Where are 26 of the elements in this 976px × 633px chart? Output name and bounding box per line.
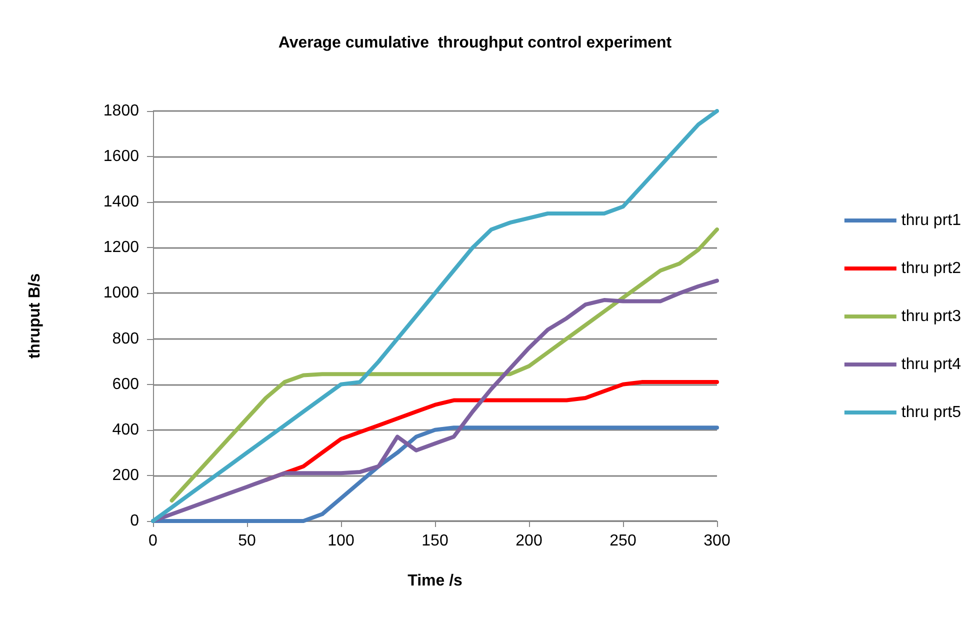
chart-title: Average cumulative throughput control experiment — [278, 34, 672, 52]
x-tick-label: 50 — [238, 532, 256, 550]
x-tick-label: 150 — [422, 532, 448, 550]
y-tick-label: 1400 — [103, 194, 140, 211]
y-tick-label: 1200 — [103, 239, 140, 256]
y-tick-label: 0 — [130, 512, 140, 530]
y-tick-label: 600 — [112, 376, 140, 393]
y-tick-label: 200 — [112, 466, 140, 484]
y-tick-label: 1800 — [103, 102, 140, 120]
legend-label: thru prt5 — [901, 404, 962, 421]
x-tick-label: 200 — [516, 532, 542, 550]
line-series — [170, 227, 719, 502]
y-tick-label: 1000 — [103, 284, 140, 302]
x-axis-title: Time /s — [408, 572, 463, 590]
y-tick-label: 400 — [112, 421, 140, 438]
legend-label: thru prt2 — [901, 260, 962, 277]
y-axis-title: thruput B/s — [26, 273, 44, 359]
legend-label: thru prt1 — [901, 212, 962, 229]
y-tick-label: 1600 — [103, 148, 140, 166]
y-tick-label: 800 — [112, 330, 140, 348]
x-tick-label: 100 — [328, 532, 354, 550]
x-tick-label: 0 — [148, 532, 158, 550]
x-tick-label: 250 — [610, 532, 636, 550]
x-tick-label: 300 — [704, 532, 730, 550]
legend-label: thru prt4 — [901, 356, 962, 373]
legend-label: thru prt3 — [901, 308, 962, 325]
